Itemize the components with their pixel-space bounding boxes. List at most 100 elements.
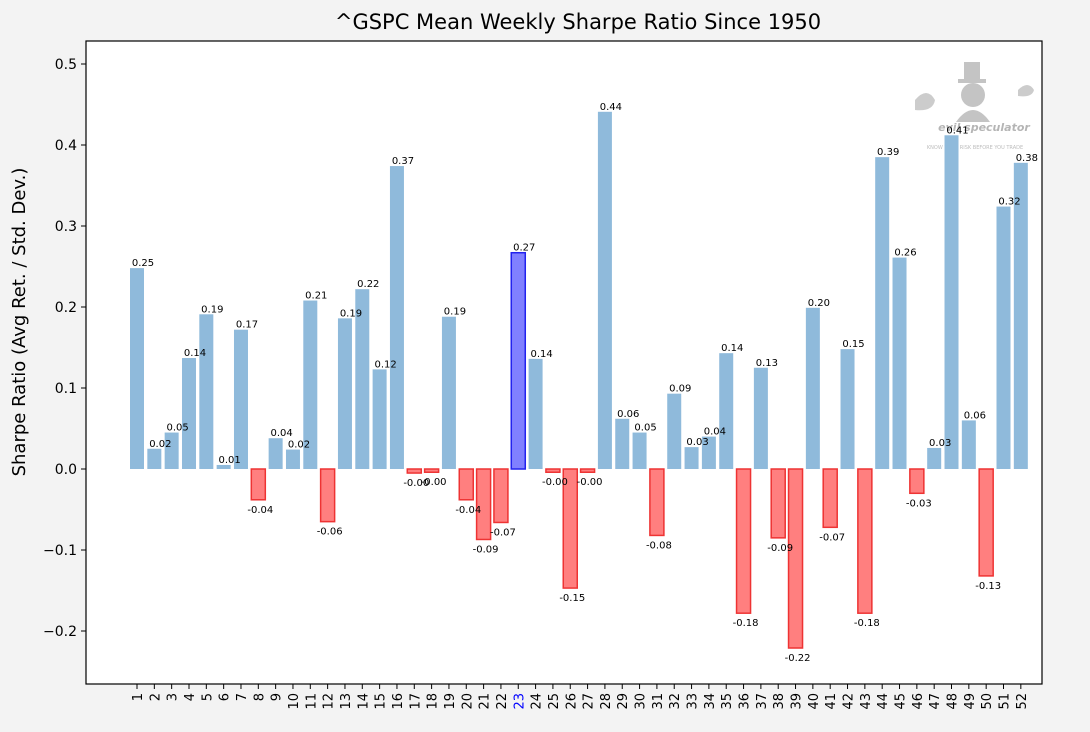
bar-value-label: -0.18 — [733, 618, 759, 629]
bar-value-label: -0.15 — [559, 593, 585, 604]
bar-week-5 — [199, 314, 214, 469]
x-axis: 1 2 3 4 5 6 7 8 9 10 11 12 13 14 15 16 17 18 19 20 21 22 23 24 2… — [131, 684, 1030, 710]
bar-value-label: 0.21 — [305, 291, 327, 302]
bar-value-label: -0.13 — [975, 581, 1001, 592]
bar-value-label: -0.18 — [854, 618, 880, 629]
x-tick-label: 39 — [790, 693, 805, 710]
bar-week-16 — [389, 166, 404, 469]
x-tick-label: 2 — [148, 693, 163, 701]
bar-week-27 — [579, 468, 596, 473]
bar-week-17 — [406, 468, 423, 474]
watermark-figure-icon — [956, 62, 990, 122]
x-tick-label: 46 — [911, 693, 926, 710]
bar-week-8 — [250, 468, 267, 501]
bar-value-label: 0.27 — [513, 243, 535, 254]
bar-value-label: 0.04 — [271, 428, 293, 439]
bar-week-32 — [667, 393, 682, 469]
x-tick-label: 30 — [634, 693, 649, 710]
x-tick-label: 3 — [166, 693, 181, 701]
x-tick-label: 51 — [998, 693, 1013, 710]
bar-value-label: 0.38 — [1016, 153, 1038, 164]
bar-week-42 — [840, 349, 855, 469]
bar-value-label: 0.17 — [236, 320, 258, 331]
x-tick-label: 17 — [408, 693, 423, 710]
bar-week-19 — [441, 316, 456, 469]
x-tick-label: 44 — [876, 693, 891, 710]
bar-value-labels: 0.250.020.050.140.190.010.17-0.040.040.0… — [132, 102, 1038, 664]
bar-value-label: -0.00 — [421, 477, 447, 488]
y-axis-label: Sharpe Ratio (Avg Ret. / Std. Dev.) — [9, 168, 30, 477]
bar-week-33 — [684, 447, 699, 469]
bar-value-label: 0.05 — [634, 423, 656, 434]
x-tick-label: 41 — [824, 693, 839, 710]
bar-week-9 — [268, 438, 283, 469]
bar-week-51 — [996, 206, 1011, 469]
x-tick-label: 29 — [616, 693, 631, 710]
watermark-tagline: KNOW YOUR RISK BEFORE YOU TRADE — [927, 145, 1023, 151]
bar-value-label: -0.07 — [490, 527, 516, 538]
bar-week-1 — [130, 268, 144, 469]
bar-value-label: -0.09 — [473, 544, 499, 555]
bar-value-label: 0.03 — [929, 438, 951, 449]
bar-week-7 — [233, 329, 248, 469]
bar-week-18 — [423, 468, 440, 473]
bar-value-label: -0.03 — [906, 498, 932, 509]
x-tick-label: 26 — [564, 693, 579, 710]
x-tick-label: 37 — [755, 693, 770, 710]
bar-value-label: 0.15 — [842, 339, 864, 350]
bar-value-label: -0.00 — [542, 477, 568, 488]
bar-week-26 — [562, 468, 578, 589]
x-tick-label: 40 — [807, 693, 822, 710]
y-tick-label: 0.2 — [55, 300, 77, 316]
watermark-brand: evil speculator — [938, 121, 1030, 134]
x-tick-label: 18 — [426, 693, 441, 710]
x-tick-label: 47 — [928, 693, 943, 710]
x-tick-label: 49 — [963, 693, 978, 710]
y-tick-label: −0.1 — [43, 543, 77, 559]
x-tick-label: 22 — [495, 693, 510, 710]
bar-week-30 — [632, 432, 647, 469]
x-tick-label: 11 — [304, 693, 319, 710]
bar-week-48 — [944, 135, 959, 469]
bar-week-52 — [1013, 162, 1028, 469]
x-tick-label: 21 — [478, 693, 493, 710]
bar-value-label: -0.07 — [819, 532, 845, 543]
bar-value-label: 0.01 — [219, 455, 241, 466]
bar-value-label: 0.05 — [167, 423, 189, 434]
x-tick-label: 9 — [270, 693, 285, 701]
y-tick-label: 0.5 — [55, 57, 77, 73]
x-tick-label: 27 — [582, 693, 597, 710]
y-tick-label: 0.4 — [55, 138, 77, 154]
bar-week-15 — [372, 369, 387, 469]
y-tick-label: −0.2 — [43, 624, 77, 640]
bar-value-label: 0.20 — [808, 298, 830, 309]
bar-value-label: 0.25 — [132, 258, 154, 269]
bar-value-label: 0.14 — [721, 343, 743, 354]
bar-value-label: 0.14 — [530, 349, 552, 360]
bar-week-10 — [285, 449, 300, 469]
bar-value-label: 0.02 — [149, 439, 171, 450]
bar-value-label: 0.12 — [374, 359, 396, 370]
bar-week-20 — [458, 468, 475, 501]
x-tick-label: 42 — [842, 693, 857, 710]
bar-week-38 — [770, 468, 786, 539]
x-tick-label: 5 — [200, 693, 215, 701]
watermark-swan-icon — [915, 85, 1034, 111]
bar-week-14 — [355, 289, 370, 469]
bar-week-49 — [961, 420, 976, 469]
bar-week-23 — [510, 251, 527, 470]
x-tick-label: 14 — [356, 693, 371, 710]
x-tick-label: 36 — [738, 693, 753, 710]
plot-frame — [85, 40, 1043, 685]
bar-week-29 — [615, 418, 630, 469]
bar-value-label: 0.19 — [201, 304, 223, 315]
bar-week-43 — [857, 468, 873, 614]
bar-value-label: 0.03 — [686, 437, 708, 448]
bar-week-6 — [216, 464, 231, 469]
bar-week-36 — [735, 468, 752, 614]
bar-week-21 — [475, 468, 492, 541]
bar-value-label: 0.06 — [617, 409, 639, 420]
bar-value-label: 0.02 — [288, 440, 310, 451]
bar-value-label: 0.06 — [964, 410, 986, 421]
